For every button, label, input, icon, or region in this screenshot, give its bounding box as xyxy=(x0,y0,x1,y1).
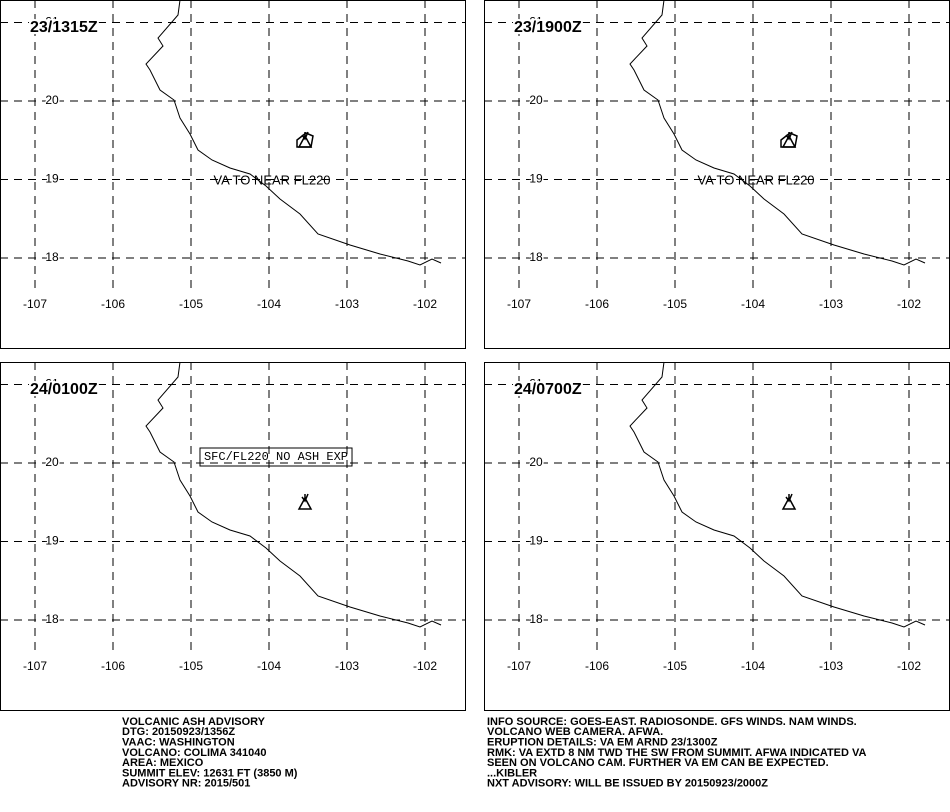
annotation: VA TO NEAR FL220 xyxy=(697,172,814,187)
lon-label: -106 xyxy=(585,659,609,673)
map-panel: -107 -106 -105 -104 -103 -102 18 19 20 2123/1315Z… xyxy=(0,0,466,349)
lon-label: -107 xyxy=(507,659,531,673)
lat-label: 19 xyxy=(45,172,59,186)
lat-label: 18 xyxy=(45,612,59,626)
valid-time: 24/0100Z xyxy=(30,381,98,398)
lon-label: -107 xyxy=(507,297,531,311)
lat-label: 21 xyxy=(529,377,543,391)
lon-label: -103 xyxy=(819,297,843,311)
lon-label: -104 xyxy=(257,297,281,311)
lon-label: -106 xyxy=(101,297,125,311)
volcano-symbol xyxy=(297,496,313,510)
lat-label: 20 xyxy=(45,93,59,107)
lon-label: -105 xyxy=(179,659,203,673)
panel-frame xyxy=(0,362,466,711)
lat-label: 18 xyxy=(529,250,543,264)
lon-label: -102 xyxy=(413,659,437,673)
coastline xyxy=(629,361,926,628)
lat-label: 19 xyxy=(45,534,59,548)
valid-time: 23/1315Z xyxy=(30,19,98,36)
valid-time: 23/1900Z xyxy=(514,19,582,36)
lon-label: -102 xyxy=(897,297,921,311)
footer-line: RMK: VA EXTD 8 NM TWD THE SW FROM SUMMIT… xyxy=(487,747,867,759)
lat-label: 18 xyxy=(529,612,543,626)
footer-line: AREA: MEXICO xyxy=(122,757,204,769)
lon-label: -103 xyxy=(335,659,359,673)
annotation: VA TO NEAR FL220 xyxy=(213,172,330,187)
coastline xyxy=(145,0,442,266)
coastline xyxy=(145,361,442,628)
lon-label: -103 xyxy=(819,659,843,673)
lon-label: -106 xyxy=(101,659,125,673)
lon-label: -104 xyxy=(257,659,281,673)
footer-line: VAAC: WASHINGTON xyxy=(122,737,235,749)
coastline xyxy=(629,0,926,266)
volcano-symbol xyxy=(781,496,797,510)
map-panel: -107 -106 -105 -104 -103 -102 18 19 20 2124/0100Z… xyxy=(0,361,466,711)
footer-line: ADVISORY NR: 2015/501 xyxy=(122,778,250,790)
footer-line: VOLCANIC ASH ADVISORY xyxy=(122,716,266,728)
lat-label: 19 xyxy=(529,172,543,186)
lon-label: -107 xyxy=(23,659,47,673)
lon-label: -105 xyxy=(179,297,203,311)
lon-label: -107 xyxy=(23,297,47,311)
ash-area xyxy=(296,132,314,148)
footer-line: VOLCANO WEB CAMERA. AFWA. xyxy=(487,726,663,738)
footer-line: VOLCANO: COLIMA 341040 xyxy=(122,747,266,759)
panel-frame xyxy=(0,0,466,349)
volcano-plume xyxy=(785,493,793,503)
footer-line: INFO SOURCE: GOES-EAST. RADIOSONDE. GFS … xyxy=(487,716,857,728)
lon-label: -105 xyxy=(663,297,687,311)
annotation: SFC/FL220 NO ASH EXP xyxy=(204,450,348,464)
valid-time: 24/0700Z xyxy=(514,381,582,398)
ash-area xyxy=(780,132,798,148)
lon-label: -103 xyxy=(335,297,359,311)
footer-line: ...KIBLER xyxy=(487,767,537,779)
lat-label: 19 xyxy=(529,534,543,548)
footer-line: NXT ADVISORY: WILL BE ISSUED BY 20150923… xyxy=(487,778,768,790)
lon-label: -104 xyxy=(741,297,765,311)
lon-label: -102 xyxy=(413,297,437,311)
panel-frame xyxy=(484,362,950,711)
lat-label: 20 xyxy=(529,455,543,469)
volcano-plume xyxy=(301,493,309,503)
footer-line: SEEN ON VOLCANO CAM. FURTHER VA EM CAN B… xyxy=(487,757,829,769)
lat-label: 20 xyxy=(45,455,59,469)
footer-line: ERUPTION DETAILS: VA EM ARND 23/1300Z xyxy=(487,737,718,749)
lon-label: -104 xyxy=(741,659,765,673)
lon-label: -106 xyxy=(585,297,609,311)
footer-line: SUMMIT ELEV: 12631 FT (3850 M) xyxy=(122,767,298,779)
lon-label: -105 xyxy=(663,659,687,673)
lon-label: -102 xyxy=(897,659,921,673)
lat-label: 20 xyxy=(529,93,543,107)
annotation-box xyxy=(199,447,353,467)
map-panel: -107 -106 -105 -104 -103 -102 18 19 20 2124/0700Z… xyxy=(484,361,950,711)
footer-line: DTG: 20150923/1356Z xyxy=(122,726,235,738)
lat-label: 21 xyxy=(45,15,59,29)
lat-label: 18 xyxy=(45,250,59,264)
lat-label: 21 xyxy=(529,15,543,29)
lat-label: 21 xyxy=(45,377,59,391)
map-panel: -107 -106 -105 -104 -103 -102 18 19 20 2123/1900Z… xyxy=(484,0,950,349)
